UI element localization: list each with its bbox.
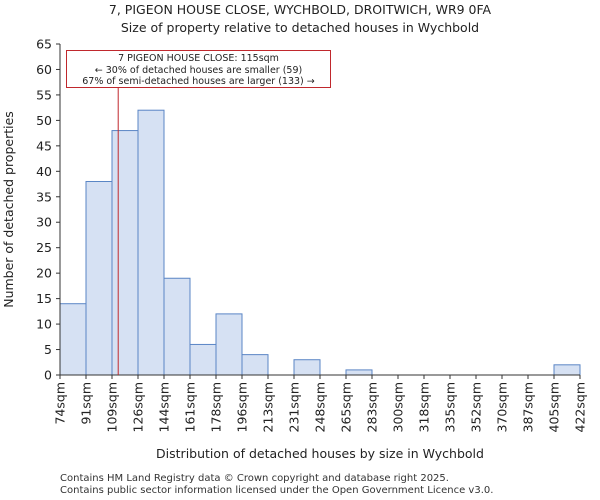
- bar-231sqm: [293, 359, 321, 376]
- x-tick-label-335sqm: 335sqm: [443, 382, 458, 432]
- y-tick-label-40: 40: [36, 164, 52, 179]
- y-tick-label-45: 45: [36, 138, 52, 153]
- y-tick-label-15: 15: [36, 291, 52, 306]
- bar-178sqm: [215, 313, 243, 376]
- y-tick-label-30: 30: [36, 215, 52, 230]
- chart-title: 7, PIGEON HOUSE CLOSE, WYCHBOLD, DROITWI…: [108, 2, 492, 17]
- annotation-box: 7 PIGEON HOUSE CLOSE: 115sqm ← 30% of de…: [66, 50, 331, 88]
- y-axis-title: Number of detached properties: [1, 111, 16, 308]
- x-tick-label-300sqm: 300sqm: [391, 382, 406, 432]
- y-tick-label-35: 35: [36, 189, 52, 204]
- x-tick-label-370sqm: 370sqm: [495, 382, 510, 432]
- x-tick-label-109sqm: 109sqm: [105, 382, 120, 432]
- x-tick-label-387sqm: 387sqm: [521, 382, 536, 432]
- chart-subtitle: Size of property relative to detached ho…: [120, 20, 480, 35]
- footer-line-1: Contains HM Land Registry data © Crown c…: [60, 473, 449, 484]
- y-tick-label-55: 55: [36, 87, 52, 102]
- x-tick-label-352sqm: 352sqm: [469, 382, 484, 432]
- bar-265sqm: [345, 369, 373, 376]
- y-tick-label-60: 60: [36, 62, 52, 77]
- x-tick-label-144sqm: 144sqm: [157, 382, 172, 432]
- y-tick-label-20: 20: [36, 266, 52, 281]
- y-tick-label-5: 5: [44, 342, 52, 357]
- bar-196sqm: [241, 354, 269, 376]
- x-tick-label-283sqm: 283sqm: [365, 382, 380, 432]
- x-tick-label-213sqm: 213sqm: [261, 382, 276, 432]
- y-tick-label-25: 25: [36, 240, 52, 255]
- annotation-line-2: ← 30% of detached houses are smaller (59…: [94, 64, 303, 76]
- y-tick-label-50: 50: [36, 113, 52, 128]
- y-tick-label-0: 0: [44, 368, 52, 383]
- y-tick-label-10: 10: [36, 317, 52, 332]
- x-tick-label-91sqm: 91sqm: [79, 382, 94, 425]
- bar-144sqm: [163, 277, 191, 376]
- x-tick-label-422sqm: 422sqm: [573, 382, 588, 432]
- x-tick-label-126sqm: 126sqm: [131, 382, 146, 432]
- annotation-line-1: 7 PIGEON HOUSE CLOSE: 115sqm: [118, 53, 279, 64]
- x-tick-label-318sqm: 318sqm: [417, 382, 432, 432]
- x-tick-label-231sqm: 231sqm: [287, 382, 302, 432]
- bar-161sqm: [189, 343, 217, 376]
- x-axis-title: Distribution of detached houses by size …: [156, 446, 484, 461]
- x-tick-label-161sqm: 161sqm: [183, 382, 198, 432]
- x-tick-label-248sqm: 248sqm: [313, 382, 328, 432]
- bar-126sqm: [137, 109, 165, 376]
- annotation-line-3: 67% of semi-detached houses are larger (…: [82, 76, 315, 87]
- x-tick-label-405sqm: 405sqm: [547, 382, 562, 432]
- bar-405sqm: [553, 364, 581, 376]
- footer-line-2: Contains public sector information licen…: [60, 485, 494, 496]
- bar-74sqm: [59, 303, 87, 376]
- x-tick-label-196sqm: 196sqm: [235, 382, 250, 432]
- x-tick-label-178sqm: 178sqm: [209, 382, 224, 432]
- bar-109sqm: [111, 130, 139, 376]
- bar-91sqm: [85, 180, 113, 376]
- x-tick-label-74sqm: 74sqm: [53, 382, 68, 425]
- x-tick-label-265sqm: 265sqm: [339, 382, 354, 432]
- y-tick-label-65: 65: [36, 37, 52, 52]
